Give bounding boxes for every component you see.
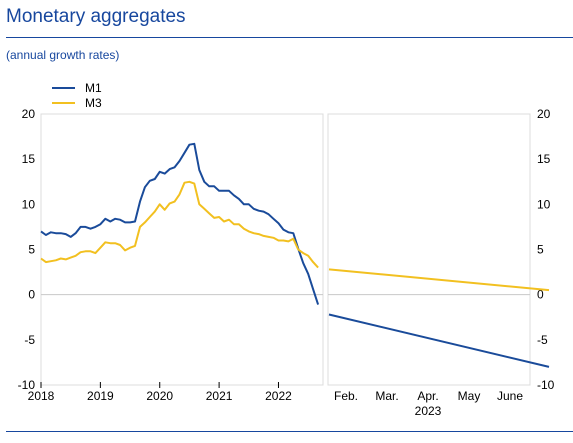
series-lines [40,142,550,368]
y-tick-left: 0 [28,288,35,302]
x-tick-label: 2022 [265,389,292,403]
x-year-label-projection: 2023 [415,404,442,418]
x-tick-label: 2019 [87,389,114,403]
y-tick-right: 0 [537,288,544,302]
plot-frame [40,113,531,386]
legend-label-m3: M3 [85,96,102,110]
series-m3-history [40,180,319,269]
y-tick-right: -10 [537,378,555,392]
y-tick-right: 10 [537,197,551,211]
y-tick-left: -5 [24,333,35,347]
projection-panel-frame [327,113,531,386]
x-tick-label-projection: Mar. [375,389,398,403]
y-tick-left: -10 [18,378,36,392]
x-tick-label-projection: Feb. [334,389,358,403]
x-tick-label-projection: June [497,389,523,403]
y-tick-right: 20 [537,107,551,121]
y-tick-right: -5 [537,333,548,347]
page-title: Monetary aggregates [6,6,186,27]
history-panel-frame [40,113,324,386]
legend-label-m1: M1 [85,81,102,95]
series-m1-history [40,142,320,305]
series-m3-projection [328,268,550,292]
bottom-divider [6,431,573,432]
x-tick-label-projection: Apr. [417,389,438,403]
y-tick-left: 15 [22,152,36,166]
title-divider [6,37,573,38]
y-tick-left: 20 [22,107,36,121]
x-tick-label: 2018 [28,389,55,403]
y-tick-left: 10 [22,197,36,211]
y-tick-right: 5 [537,243,544,257]
y-tick-left: 5 [28,243,35,257]
x-tick-label-projection: May [458,389,481,403]
series-m1-projection [328,313,550,368]
page-subtitle: (annual growth rates) [6,48,120,62]
x-tick-label: 2021 [206,389,233,403]
y-tick-right: 15 [537,152,551,166]
x-tick-label: 2020 [146,389,173,403]
